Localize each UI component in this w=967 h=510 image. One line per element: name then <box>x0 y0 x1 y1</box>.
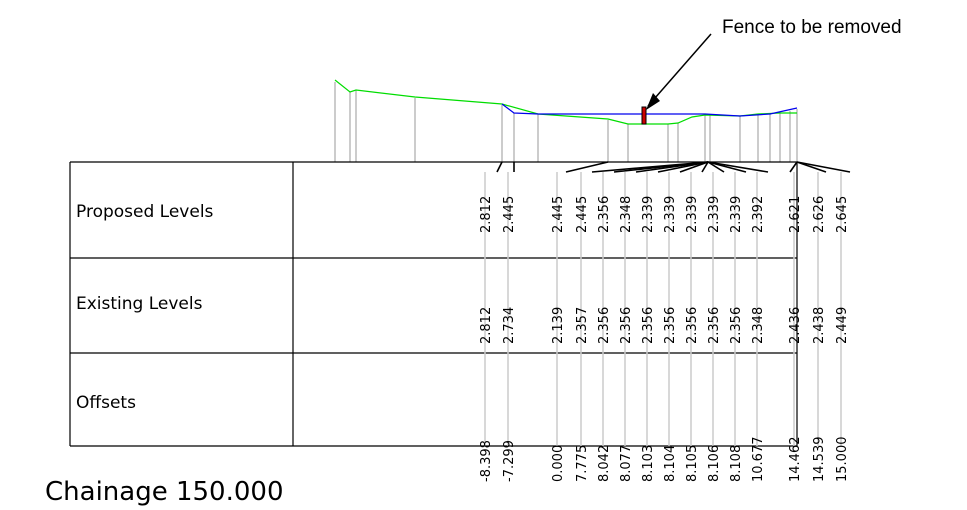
offset-value: 14.462 <box>788 437 803 483</box>
existing-level-value: 2.357 <box>575 307 590 344</box>
existing-level-value: 2.812 <box>479 307 494 344</box>
level-table <box>69 161 798 447</box>
existing-level-value: 2.356 <box>597 307 612 344</box>
proposed-level-value: 2.339 <box>685 196 700 233</box>
proposed-level-value: 2.392 <box>751 196 766 233</box>
section-drop-lines <box>334 82 798 162</box>
existing-level-value: 2.356 <box>663 307 678 344</box>
column-fan-lines <box>496 161 851 173</box>
chainage-label: Chainage 150.000 <box>45 477 283 507</box>
annotation-arrowhead <box>646 93 660 110</box>
proposed-level-value: 2.445 <box>551 196 566 233</box>
proposed-level-value: 2.445 <box>575 196 590 233</box>
fence-marker <box>641 106 647 125</box>
proposed-surface-line <box>501 103 798 117</box>
existing-level-value: 2.356 <box>641 307 656 344</box>
offset-value: 8.105 <box>685 445 700 482</box>
row-label-proposed-levels: Proposed Levels <box>76 202 214 222</box>
proposed-level-value: 2.445 <box>502 196 517 233</box>
existing-level-value: 2.139 <box>551 307 566 344</box>
existing-level-value: 2.356 <box>685 307 700 344</box>
offset-value: -8.398 <box>479 440 494 482</box>
column-values: 2.812 2.812 -8.398 2.445 2.734 -7.299 2.445 2.1… <box>479 196 850 482</box>
proposed-level-value: 2.626 <box>812 196 827 233</box>
proposed-level-value: 2.339 <box>663 196 678 233</box>
existing-level-value: 2.356 <box>729 307 744 344</box>
existing-level-value: 2.356 <box>619 307 634 344</box>
offset-value: 14.539 <box>812 437 827 483</box>
offset-value: 8.103 <box>641 445 656 482</box>
existing-ground-line <box>334 79 797 125</box>
offset-value: -7.299 <box>502 440 517 482</box>
row-label-offsets: Offsets <box>76 393 136 413</box>
existing-level-value: 2.348 <box>751 307 766 344</box>
existing-level-value: 2.438 <box>812 307 827 344</box>
offset-value: 8.104 <box>663 445 678 482</box>
proposed-level-value: 2.621 <box>788 196 803 233</box>
offset-value: 8.042 <box>597 445 612 482</box>
offset-value: 0.000 <box>551 445 566 482</box>
proposed-level-value: 2.812 <box>479 196 494 233</box>
existing-level-value: 2.356 <box>707 307 722 344</box>
proposed-level-value: 2.339 <box>729 196 744 233</box>
offset-value: 8.106 <box>707 445 722 482</box>
annotation-text: Fence to be removed <box>722 17 902 38</box>
offset-value: 7.775 <box>575 445 590 482</box>
column-leader-lines <box>484 172 842 446</box>
proposed-level-value: 2.348 <box>619 196 634 233</box>
row-label-existing-levels: Existing Levels <box>76 294 203 314</box>
proposed-level-value: 2.356 <box>597 196 612 233</box>
proposed-level-value: 2.645 <box>835 196 850 233</box>
annotation-leader <box>647 33 712 107</box>
offset-value: 8.108 <box>729 445 744 482</box>
offset-value: 15.000 <box>835 437 850 483</box>
existing-level-value: 2.449 <box>835 307 850 344</box>
existing-level-value: 2.436 <box>788 307 803 344</box>
existing-level-value: 2.734 <box>502 307 517 344</box>
proposed-level-value: 2.339 <box>707 196 722 233</box>
offset-value: 8.077 <box>619 445 634 482</box>
offset-value: 10.677 <box>751 437 766 483</box>
proposed-level-value: 2.339 <box>641 196 656 233</box>
